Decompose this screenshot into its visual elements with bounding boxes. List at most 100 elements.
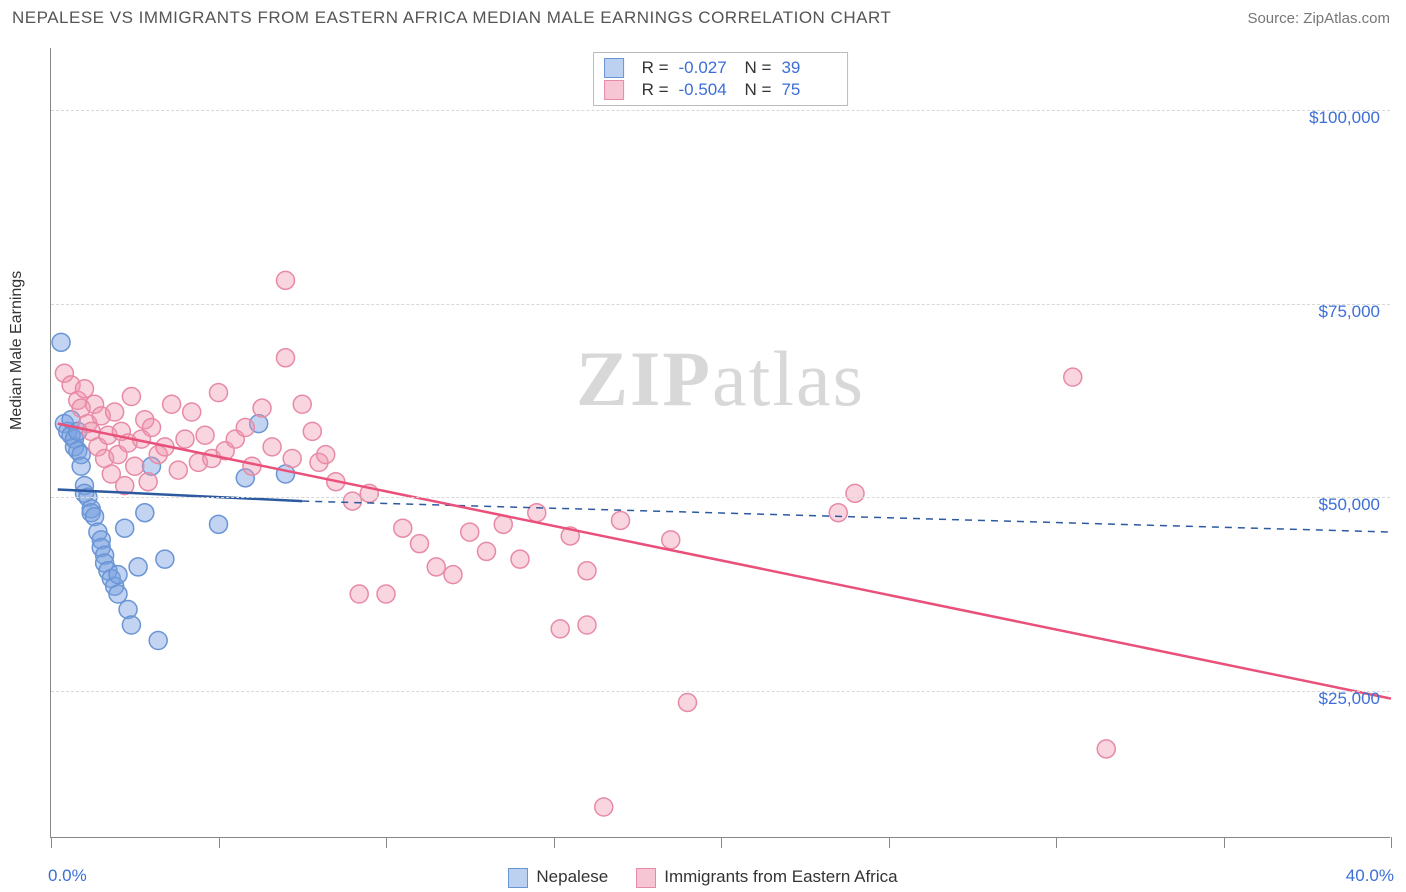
stat-n-value: 75	[781, 80, 837, 100]
y-tick-label: $25,000	[1319, 689, 1380, 709]
data-point	[411, 535, 429, 553]
data-point	[76, 380, 94, 398]
data-point	[122, 616, 140, 634]
data-point	[427, 558, 445, 576]
data-point	[126, 457, 144, 475]
stats-legend-row: R = -0.027 N = 39	[604, 57, 838, 79]
x-tick	[554, 837, 555, 848]
data-point	[106, 403, 124, 421]
data-point	[612, 511, 630, 529]
data-point	[394, 519, 412, 537]
grid-line	[51, 304, 1390, 305]
grid-line	[51, 691, 1390, 692]
data-point	[149, 632, 167, 650]
x-tick	[1224, 837, 1225, 848]
grid-line	[51, 497, 1390, 498]
data-point	[551, 620, 569, 638]
legend-swatch	[636, 868, 656, 888]
x-axis-max-label: 40.0%	[1346, 866, 1394, 886]
x-axis-min-label: 0.0%	[48, 866, 87, 886]
data-point	[293, 395, 311, 413]
plot-area: ZIPatlas R =-0.027N =39R =-0.504N =75 $2…	[50, 48, 1390, 838]
data-point	[846, 484, 864, 502]
legend-item: Nepalese	[508, 867, 608, 888]
y-axis-label: Median Male Earnings	[8, 271, 26, 430]
data-point	[528, 504, 546, 522]
x-tick	[1056, 837, 1057, 848]
data-point	[461, 523, 479, 541]
data-point	[511, 550, 529, 568]
series-eastern_africa	[55, 271, 1115, 816]
data-point	[196, 426, 214, 444]
data-point	[183, 403, 201, 421]
data-point	[829, 504, 847, 522]
data-point	[1097, 740, 1115, 758]
data-point	[236, 419, 254, 437]
stat-r-label: R =	[642, 80, 669, 100]
legend-swatch	[604, 58, 624, 78]
data-point	[662, 531, 680, 549]
x-tick	[1391, 837, 1392, 848]
data-point	[139, 473, 157, 491]
y-tick-label: $75,000	[1319, 302, 1380, 322]
stat-r-value: -0.504	[679, 80, 735, 100]
data-point	[163, 395, 181, 413]
stat-r-label: R =	[642, 58, 669, 78]
chart-svg	[51, 48, 1390, 837]
x-tick	[889, 837, 890, 848]
data-point	[444, 566, 462, 584]
data-point	[303, 422, 321, 440]
data-point	[679, 693, 697, 711]
chart-source: Source: ZipAtlas.com	[1247, 10, 1390, 27]
stats-legend: R = -0.027 N = 39 R = -0.504 N = 75	[593, 52, 849, 106]
data-point	[578, 616, 596, 634]
data-point	[317, 446, 335, 464]
data-point	[210, 384, 228, 402]
data-point	[143, 419, 161, 437]
data-point	[116, 519, 134, 537]
legend-swatch	[508, 868, 528, 888]
data-point	[176, 430, 194, 448]
trend-line-eastern_africa	[58, 424, 1391, 699]
data-point	[253, 399, 271, 417]
y-tick-label: $50,000	[1319, 495, 1380, 515]
data-point	[122, 388, 140, 406]
legend-label: Immigrants from Eastern Africa	[664, 867, 897, 886]
data-point	[136, 504, 154, 522]
data-point	[1064, 368, 1082, 386]
data-point	[109, 585, 127, 603]
data-point	[52, 333, 70, 351]
legend-swatch	[604, 80, 624, 100]
stat-r-value: -0.027	[679, 58, 735, 78]
stat-n-value: 39	[781, 58, 837, 78]
data-point	[350, 585, 368, 603]
data-point	[72, 457, 90, 475]
x-tick	[51, 837, 52, 848]
data-point	[129, 558, 147, 576]
data-point	[156, 550, 174, 568]
data-point	[595, 798, 613, 816]
data-point	[283, 449, 301, 467]
data-point	[277, 349, 295, 367]
x-tick	[386, 837, 387, 848]
legend-item: Immigrants from Eastern Africa	[636, 867, 897, 888]
stat-n-label: N =	[745, 80, 772, 100]
data-point	[377, 585, 395, 603]
chart-header: NEPALESE VS IMMIGRANTS FROM EASTERN AFRI…	[0, 0, 1406, 32]
stat-n-label: N =	[745, 58, 772, 78]
data-point	[109, 566, 127, 584]
legend-label: Nepalese	[536, 867, 608, 886]
x-tick	[721, 837, 722, 848]
data-point	[578, 562, 596, 580]
data-point	[478, 542, 496, 560]
series-legend: Nepalese Immigrants from Eastern Africa	[0, 867, 1406, 888]
stats-legend-row: R = -0.504 N = 75	[604, 79, 838, 101]
data-point	[169, 461, 187, 479]
data-point	[277, 271, 295, 289]
data-point	[263, 438, 281, 456]
y-tick-label: $100,000	[1309, 108, 1380, 128]
data-point	[210, 515, 228, 533]
x-tick	[219, 837, 220, 848]
data-point	[344, 492, 362, 510]
grid-line	[51, 110, 1390, 111]
